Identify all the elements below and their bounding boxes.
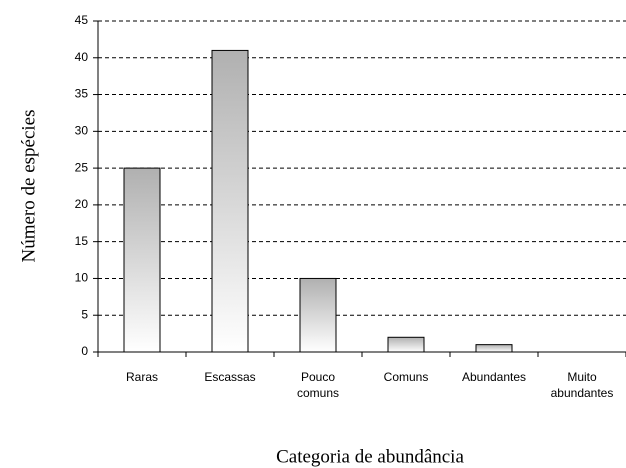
bar bbox=[299, 277, 337, 353]
y-tick-label: 15 bbox=[75, 234, 89, 248]
y-tick-label: 35 bbox=[75, 87, 89, 101]
y-tick-label: 45 bbox=[75, 13, 89, 27]
y-tick-label: 10 bbox=[75, 271, 89, 285]
bar bbox=[475, 344, 513, 353]
y-tick-label: 30 bbox=[75, 124, 89, 138]
x-tick-label: Abundantes bbox=[462, 370, 526, 384]
y-tick-label: 20 bbox=[75, 197, 89, 211]
y-tick-label: 5 bbox=[81, 307, 88, 321]
x-tick-label: Pouco comuns bbox=[297, 370, 339, 400]
y-axis-label: Número de espécies bbox=[18, 110, 39, 263]
y-tick-label: 25 bbox=[75, 160, 89, 174]
y-tick-label: 0 bbox=[81, 344, 88, 358]
y-tick-label: 40 bbox=[75, 50, 89, 64]
x-tick-label: Escassas bbox=[204, 370, 255, 384]
bar bbox=[211, 49, 249, 353]
bar bbox=[123, 167, 161, 353]
x-axis-label: Categoria de abundância bbox=[276, 446, 464, 467]
x-tick-label: Muito abundantes bbox=[551, 370, 614, 400]
x-tick-label: Comuns bbox=[384, 370, 429, 384]
bar bbox=[387, 336, 425, 353]
x-tick-label: Raras bbox=[126, 370, 158, 384]
